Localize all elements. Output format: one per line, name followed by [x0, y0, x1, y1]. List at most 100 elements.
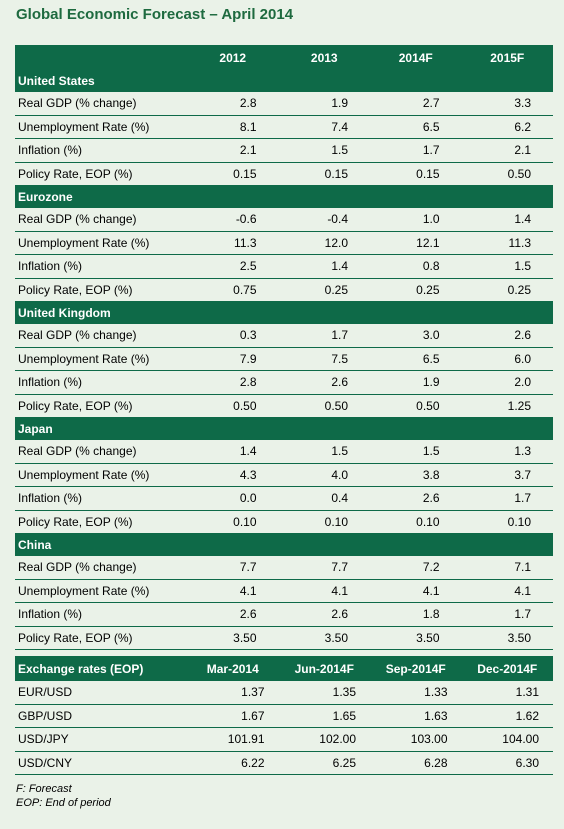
value-cell: 7.7: [187, 556, 279, 580]
value-cell: 0.75: [187, 278, 279, 302]
section-header-row: China: [15, 533, 553, 556]
table-row: Policy Rate, EOP (%) 3.50 3.50 3.50 3.50: [15, 626, 553, 650]
column-header: 2013: [278, 45, 370, 70]
value-cell: 0.50: [461, 162, 553, 186]
column-header: 2014F: [370, 45, 462, 70]
value-cell: 3.50: [461, 626, 553, 650]
row-label: Unemployment Rate (%): [15, 231, 187, 255]
exchange-header-row: Exchange rates (EOP) Mar-2014 Jun-2014F Sep…: [15, 656, 553, 681]
value-cell: -0.6: [187, 208, 279, 232]
value-cell: 1.9: [370, 370, 462, 395]
value-cell: 1.0: [370, 208, 462, 232]
row-label: Policy Rate, EOP (%): [15, 394, 187, 418]
value-cell: 0.25: [278, 278, 370, 302]
value-cell: 101.91: [187, 727, 279, 752]
value-cell: 1.65: [278, 704, 370, 728]
page-title: Global Economic Forecast – April 2014: [16, 6, 294, 23]
value-cell: 3.0: [370, 324, 462, 348]
table-row: Inflation (%) 2.1 1.5 1.7 2.1: [15, 138, 553, 163]
value-cell: 3.3: [461, 92, 553, 116]
footnote-forecast: F: Forecast: [16, 783, 72, 795]
value-cell: 0.0: [187, 486, 279, 511]
row-label: USD/JPY: [15, 727, 187, 752]
value-cell: 1.9: [278, 92, 370, 116]
row-label: USD/CNY: [15, 751, 187, 775]
table-row: Unemployment Rate (%) 8.1 7.4 6.5 6.2: [15, 115, 553, 139]
header-blank-cell: [15, 45, 187, 70]
row-label: Unemployment Rate (%): [15, 579, 187, 603]
value-cell: 0.50: [278, 394, 370, 418]
value-cell: 0.3: [187, 324, 279, 348]
value-cell: 3.8: [370, 463, 462, 487]
value-cell: 1.4: [187, 440, 279, 464]
table-row: Policy Rate, EOP (%) 0.50 0.50 0.50 1.25: [15, 394, 553, 418]
value-cell: 12.0: [278, 231, 370, 255]
table-row: USD/JPY 101.91 102.00 103.00 104.00: [15, 727, 553, 752]
value-cell: 1.25: [461, 394, 553, 418]
value-cell: 2.6: [187, 602, 279, 627]
row-label: Policy Rate, EOP (%): [15, 162, 187, 186]
section-header-row: Eurozone: [15, 185, 553, 208]
value-cell: 1.5: [370, 440, 462, 464]
value-cell: 6.25: [278, 751, 370, 775]
value-cell: 2.0: [461, 370, 553, 395]
value-cell: 0.10: [187, 510, 279, 534]
value-cell: 4.1: [278, 579, 370, 603]
row-label: Policy Rate, EOP (%): [15, 626, 187, 650]
table-row: Policy Rate, EOP (%) 0.10 0.10 0.10 0.10: [15, 510, 553, 534]
value-cell: 2.6: [278, 602, 370, 627]
row-label: Inflation (%): [15, 138, 187, 163]
value-cell: 3.50: [187, 626, 279, 650]
table-row: USD/CNY 6.22 6.25 6.28 6.30: [15, 751, 553, 775]
column-header: Dec-2014F: [461, 656, 553, 681]
value-cell: 0.50: [370, 394, 462, 418]
row-label: Inflation (%): [15, 370, 187, 395]
table-row: Inflation (%) 2.8 2.6 1.9 2.0: [15, 370, 553, 395]
value-cell: 2.5: [187, 254, 279, 279]
row-label: Unemployment Rate (%): [15, 463, 187, 487]
forecast-header-row: 2012 2013 2014F 2015F: [15, 45, 553, 70]
value-cell: 11.3: [187, 231, 279, 255]
value-cell: 104.00: [461, 727, 553, 752]
table-row: Inflation (%) 2.5 1.4 0.8 1.5: [15, 254, 553, 279]
section-title: Japan: [15, 417, 553, 440]
section-header-row: Japan: [15, 417, 553, 440]
value-cell: 2.8: [187, 92, 279, 116]
value-cell: 1.33: [370, 681, 462, 705]
row-label: Real GDP (% change): [15, 556, 187, 580]
table-row: Unemployment Rate (%) 4.3 4.0 3.8 3.7: [15, 463, 553, 487]
value-cell: 0.25: [461, 278, 553, 302]
column-header: 2015F: [461, 45, 553, 70]
value-cell: 1.3: [461, 440, 553, 464]
value-cell: 0.25: [370, 278, 462, 302]
table-row: Unemployment Rate (%) 7.9 7.5 6.5 6.0: [15, 347, 553, 371]
exchange-rate-table: Exchange rates (EOP) Mar-2014 Jun-2014F Sep…: [15, 656, 553, 775]
row-label: Unemployment Rate (%): [15, 347, 187, 371]
section-title: Eurozone: [15, 185, 553, 208]
value-cell: 0.15: [370, 162, 462, 186]
value-cell: 102.00: [278, 727, 370, 752]
section-header-row: United States: [15, 70, 553, 92]
value-cell: 4.1: [461, 579, 553, 603]
table-row: Real GDP (% change) -0.6 -0.4 1.0 1.4: [15, 208, 553, 232]
row-label: Real GDP (% change): [15, 208, 187, 232]
value-cell: 2.6: [370, 486, 462, 511]
row-label: Real GDP (% change): [15, 324, 187, 348]
value-cell: 12.1: [370, 231, 462, 255]
value-cell: 2.6: [278, 370, 370, 395]
value-cell: 2.8: [187, 370, 279, 395]
table-row: Real GDP (% change) 0.3 1.7 3.0 2.6: [15, 324, 553, 348]
value-cell: 0.10: [278, 510, 370, 534]
table-row: EUR/USD 1.37 1.35 1.33 1.31: [15, 681, 553, 705]
value-cell: 1.35: [278, 681, 370, 705]
value-cell: 6.5: [370, 347, 462, 371]
value-cell: 1.5: [278, 440, 370, 464]
value-cell: 1.7: [370, 138, 462, 163]
value-cell: 1.7: [461, 486, 553, 511]
table-row: GBP/USD 1.67 1.65 1.63 1.62: [15, 704, 553, 728]
value-cell: 6.30: [461, 751, 553, 775]
value-cell: 0.50: [187, 394, 279, 418]
row-label: GBP/USD: [15, 704, 187, 728]
value-cell: 1.63: [370, 704, 462, 728]
value-cell: 2.1: [461, 138, 553, 163]
